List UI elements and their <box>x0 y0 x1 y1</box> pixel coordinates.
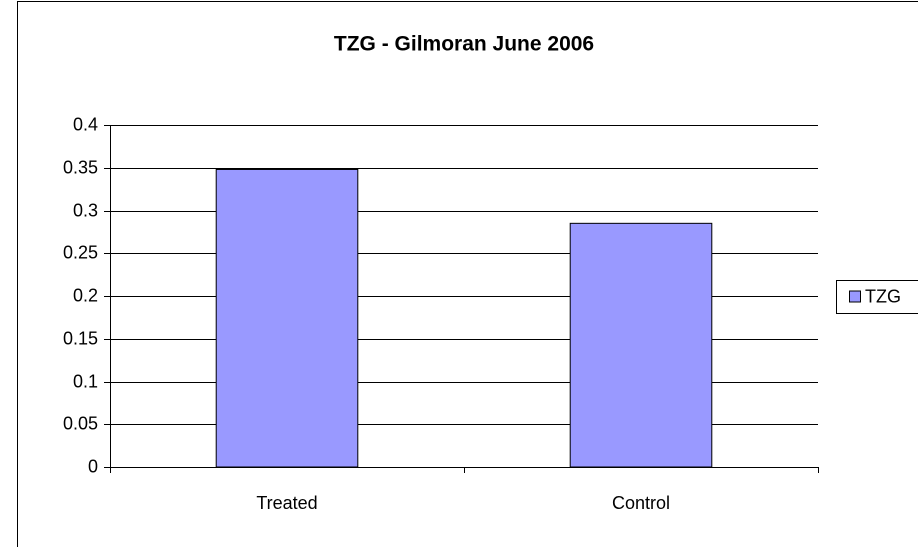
bar <box>215 168 359 468</box>
y-tick-label: 0.05 <box>63 413 98 433</box>
bar <box>569 222 713 468</box>
legend-swatch <box>849 290 861 303</box>
y-tick-label: 0.25 <box>63 242 98 262</box>
y-tick-label: 0.4 <box>73 114 98 134</box>
y-tick-label: 0.1 <box>73 371 98 391</box>
y-tick-label: 0.3 <box>73 200 98 220</box>
y-tick-label: 0.15 <box>63 328 98 348</box>
chart-title: TZG - Gilmoran June 2006 <box>334 33 594 56</box>
chart-area <box>17 1 918 547</box>
x-tick-label: Treated <box>256 493 317 513</box>
y-tick-label: 0 <box>88 456 98 476</box>
legend-label: TZG <box>865 286 901 306</box>
x-tick-label: Control <box>612 493 670 513</box>
y-tick-label: 0.35 <box>63 157 98 177</box>
y-tick-label: 0.2 <box>73 285 98 305</box>
